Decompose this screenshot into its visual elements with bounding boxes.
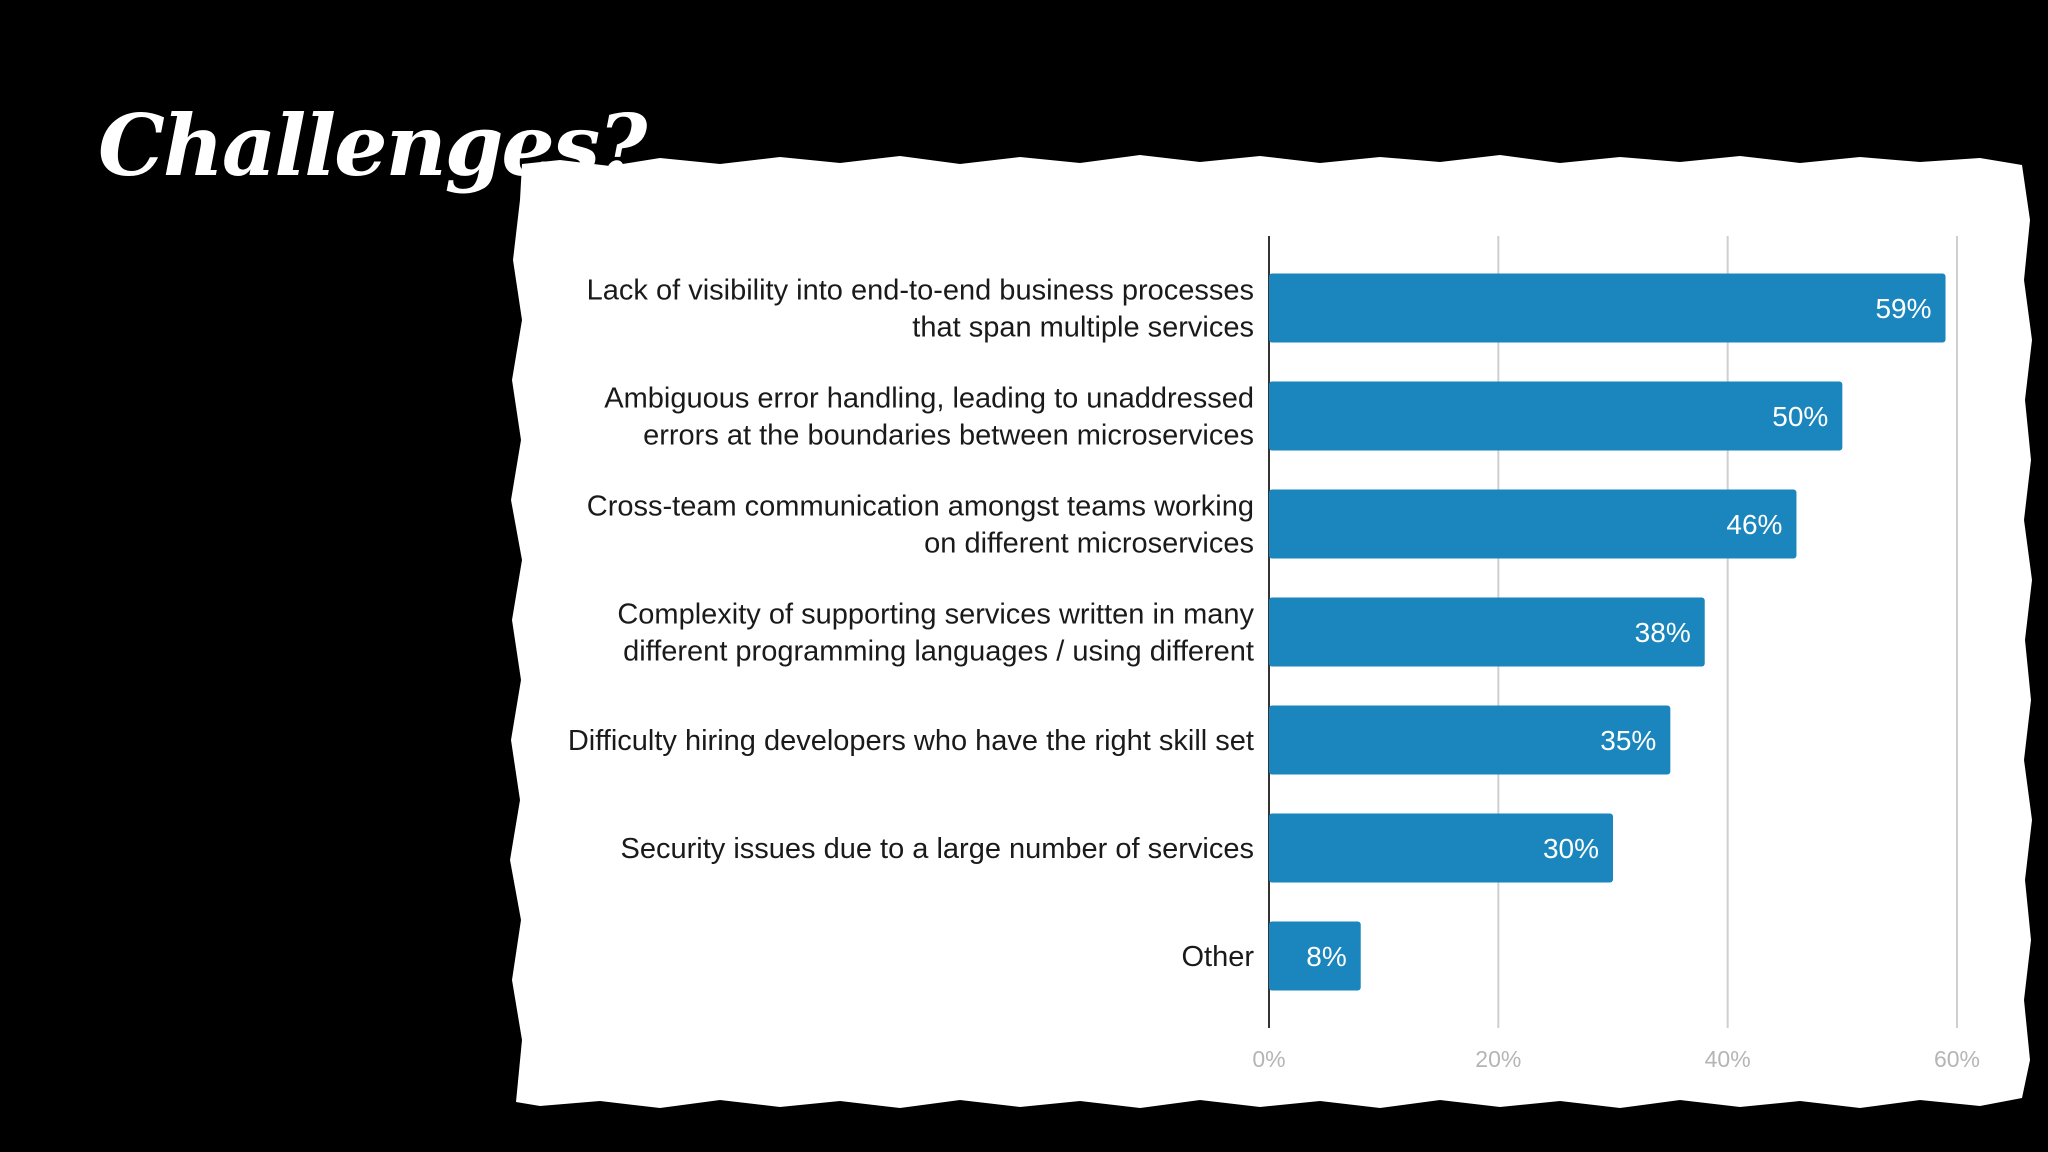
category-label: Lack of visibility into end-to-end busin…: [587, 275, 1254, 307]
bar: [1269, 489, 1797, 559]
bar: [1269, 813, 1613, 883]
x-tick-label: 0%: [1252, 1046, 1285, 1072]
category-label: errors at the boundaries between microse…: [643, 420, 1254, 452]
category-label: that span multiple services: [912, 312, 1254, 344]
x-tick-label: 40%: [1705, 1046, 1751, 1072]
category-label: Ambiguous error handling, leading to una…: [604, 383, 1254, 415]
category-label: on different microservices: [924, 528, 1254, 560]
bar: [1269, 705, 1671, 775]
slide-title: Challenges?: [98, 96, 647, 195]
bar: [1269, 381, 1843, 451]
category-label: Security issues due to a large number of…: [621, 833, 1254, 865]
x-tick-label: 20%: [1475, 1046, 1521, 1072]
category-label: Complexity of supporting services writte…: [617, 599, 1254, 631]
category-label: different programming languages / using …: [623, 636, 1254, 668]
bar-value-label: 30%: [1543, 833, 1599, 864]
category-label: Other: [1181, 941, 1254, 973]
category-label: Difficulty hiring developers who have th…: [568, 725, 1254, 757]
bar-value-label: 59%: [1875, 293, 1931, 324]
bar-value-label: 38%: [1635, 617, 1691, 648]
bar: [1269, 273, 1946, 343]
category-label: Cross-team communication amongst teams w…: [587, 491, 1254, 523]
bar-value-label: 35%: [1600, 725, 1656, 756]
x-tick-label: 60%: [1934, 1046, 1980, 1072]
bar-value-label: 50%: [1772, 401, 1828, 432]
bar: [1269, 597, 1705, 667]
bar: [1269, 921, 1361, 991]
bar-value-label: 8%: [1306, 941, 1346, 972]
bar-value-label: 46%: [1726, 509, 1782, 540]
